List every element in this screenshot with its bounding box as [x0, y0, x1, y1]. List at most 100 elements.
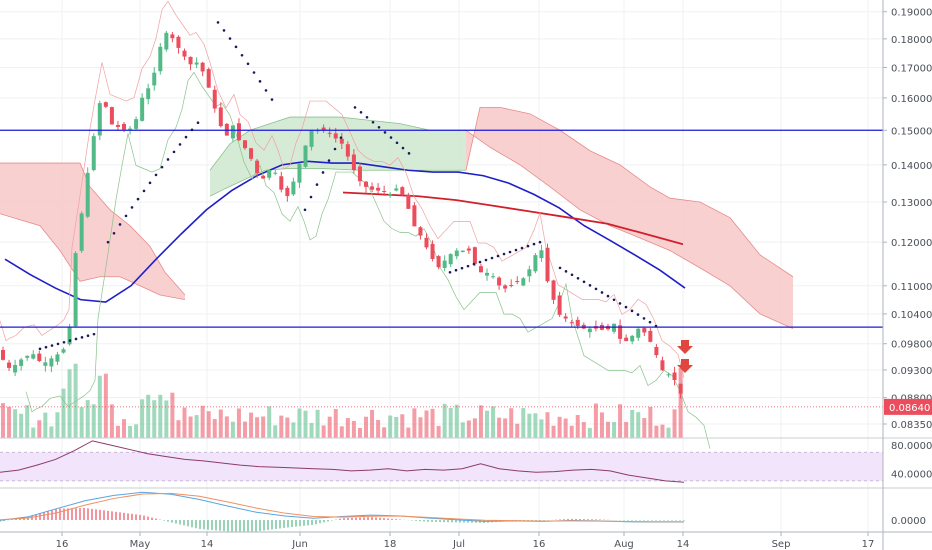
- volume-bar: [497, 417, 502, 438]
- volume-bar: [255, 417, 260, 438]
- volume-bar: [7, 406, 12, 438]
- candle-body: [273, 172, 278, 174]
- volume-bar: [243, 421, 247, 438]
- volume-bar: [448, 408, 453, 438]
- sar-dot: [234, 45, 238, 49]
- candle-body: [569, 322, 574, 324]
- volume-bar: [188, 416, 193, 438]
- candle-body: [182, 50, 187, 57]
- volume-bar: [345, 418, 350, 438]
- volume-bar: [376, 420, 381, 438]
- current-price-badge: [884, 398, 932, 415]
- volume-bar: [424, 410, 429, 438]
- volume-bar: [291, 422, 296, 438]
- volume-bar: [67, 369, 72, 438]
- volume-bar: [249, 412, 254, 438]
- sar-dot: [74, 337, 78, 341]
- volume-bar: [357, 427, 362, 438]
- candle-body: [472, 247, 477, 264]
- candle-body: [194, 62, 199, 65]
- price-tick-label: 0.10400: [891, 310, 932, 321]
- candle-body: [321, 127, 326, 131]
- sar-dot: [514, 248, 518, 252]
- sar-dot: [618, 302, 622, 305]
- volume-bar: [61, 388, 66, 438]
- sar-dot: [365, 115, 369, 119]
- sar-dot: [258, 80, 262, 83]
- sell-signal-arrows: [677, 340, 693, 373]
- candle-body: [412, 205, 417, 227]
- volume-bar: [636, 412, 641, 438]
- sar-dot: [654, 324, 658, 328]
- candle-body: [261, 175, 266, 179]
- candle-body: [551, 280, 556, 300]
- candle-body: [533, 255, 538, 272]
- sar-dot: [538, 240, 542, 244]
- volume-bar: [152, 400, 157, 438]
- candle-body: [345, 144, 350, 157]
- sar-dot: [612, 298, 616, 302]
- candle-body: [303, 145, 308, 167]
- sar-dot: [160, 165, 164, 169]
- sar-dot: [166, 158, 170, 161]
- volume-bar: [521, 408, 526, 438]
- candle-body: [297, 163, 302, 183]
- volume-bar: [485, 410, 489, 438]
- cloud-bullish-edge: [209, 116, 466, 171]
- candle-body: [424, 237, 429, 248]
- time-tick-label: May: [130, 539, 151, 550]
- candle-body: [418, 227, 423, 236]
- candle-body: [7, 362, 12, 368]
- price-tick-label: 0.09300: [891, 366, 932, 377]
- candle-body: [357, 166, 362, 182]
- sar-dot: [594, 287, 598, 291]
- price-tick-label: 0.19000: [891, 8, 932, 19]
- price-tick-label: 0.11000: [891, 282, 932, 293]
- candle-body: [255, 160, 260, 174]
- volume-bar: [212, 419, 217, 438]
- candle-body: [158, 46, 163, 72]
- volume-bar: [37, 420, 42, 438]
- candle-body: [370, 186, 375, 190]
- macd-pane: [0, 487, 932, 532]
- candle-body: [521, 278, 526, 286]
- candle-body: [85, 172, 90, 217]
- volume-bar: [285, 417, 290, 438]
- candle-body: [575, 319, 580, 326]
- sar-dot: [484, 258, 488, 262]
- price-tick-label: 0.13000: [891, 198, 932, 209]
- volume-bar: [140, 399, 145, 438]
- candle-body: [134, 119, 139, 129]
- sar-dot: [630, 309, 634, 313]
- sar-dot: [472, 262, 476, 266]
- candle-body: [327, 132, 332, 134]
- candle-body: [230, 125, 235, 139]
- sar-dot: [142, 189, 146, 193]
- volume-bar: [515, 423, 520, 438]
- volume-bar: [575, 415, 580, 438]
- volume-bar: [321, 425, 326, 438]
- candle-body: [430, 243, 435, 259]
- volume-bar: [606, 421, 610, 438]
- candle-body: [49, 358, 54, 367]
- sar-dot: [570, 273, 574, 277]
- candle-body: [618, 325, 623, 339]
- cloud-bearish-2-edge: [465, 129, 794, 329]
- candle-body: [351, 154, 356, 171]
- macd-signal-line: [0, 492, 684, 523]
- volume-bar: [91, 404, 96, 438]
- candle-body: [478, 266, 483, 273]
- price-tick-label: 0.14000: [891, 161, 932, 172]
- candle-body: [333, 133, 338, 139]
- sar-dot: [50, 344, 54, 347]
- sar-dot: [216, 21, 220, 24]
- sar-dot: [526, 244, 530, 248]
- candle-body: [491, 276, 496, 278]
- volume-bar: [194, 415, 199, 438]
- candle-body: [448, 254, 453, 265]
- volume-bar: [333, 409, 338, 438]
- band-upper: [0, 0, 685, 378]
- volume-bar: [49, 426, 54, 438]
- volume-bar: [666, 427, 671, 438]
- sar-dot: [448, 270, 452, 274]
